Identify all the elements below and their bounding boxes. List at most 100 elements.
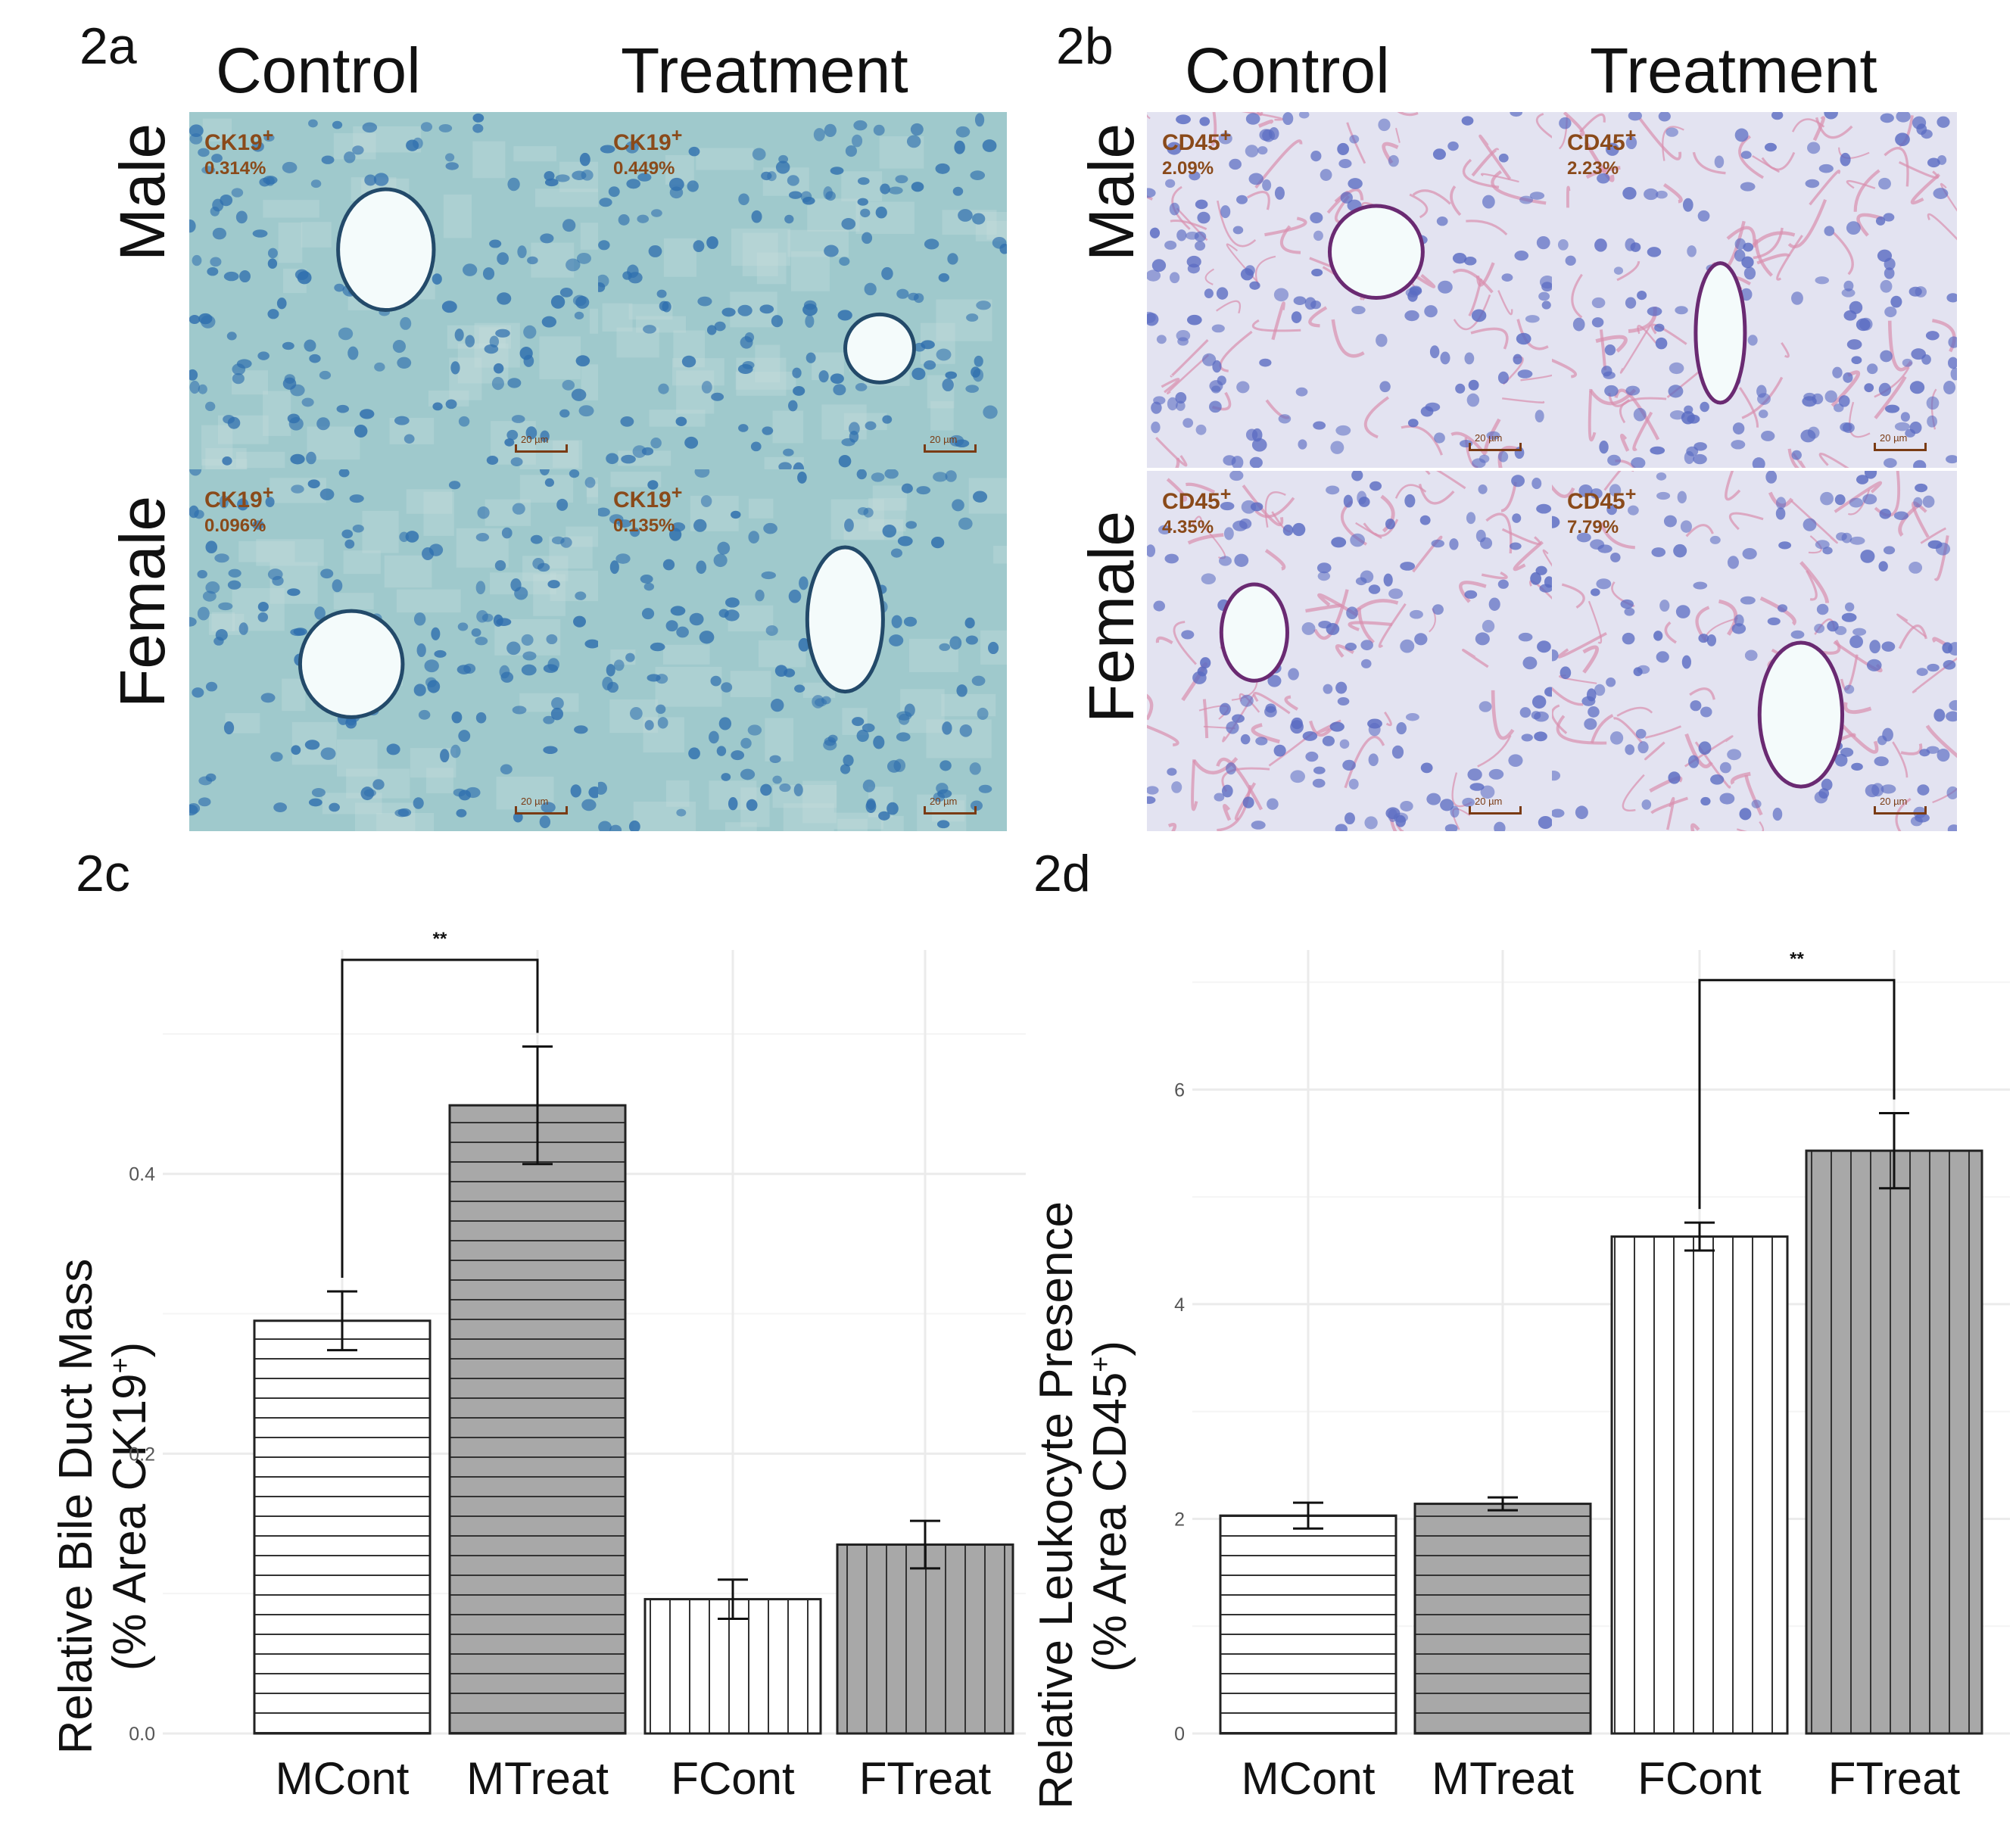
cell-nucleus — [626, 179, 640, 189]
cell-nucleus — [1147, 786, 1159, 795]
cell-nucleus — [889, 634, 904, 646]
cell-nucleus — [1731, 440, 1746, 450]
cell-nucleus — [1385, 519, 1395, 530]
cell-nucleus — [1175, 391, 1187, 404]
cell-nucleus — [232, 372, 245, 385]
cell-nucleus — [550, 294, 566, 309]
cell-nucleus — [1917, 784, 1930, 796]
cd45-stain-trace — [1815, 117, 1853, 139]
cell-nucleus — [1747, 335, 1758, 346]
cell-nucleus — [1552, 649, 1559, 662]
cell-nucleus — [1669, 410, 1685, 420]
cell-nucleus — [1880, 784, 1896, 794]
micrograph-male-control-ck19: CK19+ 0.314% 20 µm — [189, 112, 598, 469]
cell-nucleus — [862, 723, 875, 733]
cd45-stain-trace — [1616, 260, 1641, 282]
cell-nucleus — [1778, 541, 1792, 550]
cell-nucleus — [424, 659, 439, 673]
cell-nucleus — [737, 304, 752, 316]
cell-nucleus — [1211, 385, 1221, 394]
cell-nucleus — [192, 687, 204, 698]
cell-nucleus — [525, 426, 537, 440]
cd45-stain-trace — [1453, 294, 1491, 330]
cell-nucleus — [416, 643, 426, 657]
cell-nucleus — [1694, 442, 1707, 451]
micrograph-female-control-cd45: CD45+ 4.35% 20 µm — [1147, 471, 1552, 831]
cell-nucleus — [1916, 668, 1928, 676]
cell-nucleus — [945, 470, 957, 482]
cell-nucleus — [352, 524, 364, 533]
cell-nucleus — [1464, 590, 1478, 600]
cell-nucleus — [511, 415, 525, 423]
cd45-stain-trace — [1202, 699, 1209, 739]
cell-nucleus — [942, 378, 954, 391]
cell-nucleus — [559, 409, 570, 418]
tissue-texture — [1552, 112, 1957, 468]
cell-nucleus — [319, 488, 335, 500]
cell-nucleus — [959, 724, 973, 737]
cell-nucleus — [282, 341, 294, 350]
cell-nucleus — [942, 721, 952, 735]
cell-nucleus — [1633, 667, 1643, 677]
cell-nucleus — [1245, 145, 1259, 157]
cell-nucleus — [530, 534, 543, 544]
cell-nucleus — [787, 175, 799, 186]
cell-nucleus — [837, 310, 852, 321]
cell-nucleus — [1869, 640, 1880, 654]
cell-nucleus — [1881, 641, 1896, 652]
cell-nucleus — [1771, 112, 1784, 120]
cell-nucleus — [1220, 205, 1231, 219]
cd45-stain-trace — [1846, 180, 1876, 189]
cd45-stain-trace — [1556, 715, 1607, 745]
scale-bar-text: 20 µm — [1475, 432, 1503, 444]
cell-nucleus — [445, 162, 459, 170]
cell-nucleus — [1625, 135, 1637, 150]
vessel-lumen — [1219, 582, 1289, 683]
cell-nucleus — [189, 505, 199, 519]
cell-nucleus — [1201, 353, 1217, 366]
cell-nucleus — [1449, 538, 1459, 550]
cd45-stain-trace — [1582, 645, 1599, 674]
cell-nucleus — [476, 610, 488, 623]
cell-nucleus — [1851, 356, 1862, 365]
cell-nucleus — [1368, 584, 1381, 594]
cell-nucleus — [1909, 562, 1923, 574]
cell-nucleus — [1560, 666, 1572, 680]
cd45-stain-trace — [1684, 733, 1713, 768]
cell-nucleus — [223, 415, 235, 424]
cd45-stain-trace — [1246, 190, 1270, 210]
cell-nucleus — [1655, 190, 1668, 199]
micrograph-female-treatment-ck19: CK19+ 0.135% 20 µm — [598, 469, 1007, 831]
cell-nucleus — [372, 779, 385, 790]
cell-nucleus — [1288, 668, 1299, 681]
cell-nucleus — [891, 615, 902, 628]
cell-nucleus — [1880, 279, 1893, 293]
cell-nucleus — [824, 123, 837, 138]
cell-nucleus — [771, 699, 784, 712]
cell-nucleus — [742, 360, 755, 369]
cd45-stain-trace — [1812, 116, 1825, 142]
cd45-stain-trace — [1155, 636, 1173, 645]
tissue-patch — [783, 803, 834, 831]
cell-nucleus — [475, 637, 488, 646]
cell-nucleus — [1739, 808, 1752, 821]
scale-bar: 20 µm — [1874, 432, 1927, 451]
cell-nucleus — [693, 240, 705, 253]
cell-nucleus — [1475, 632, 1490, 646]
cd45-stain-trace — [1925, 724, 1957, 758]
cell-nucleus — [543, 715, 555, 724]
cell-nucleus — [1744, 649, 1758, 662]
cell-nucleus — [818, 370, 829, 383]
significance-label: ** — [433, 929, 447, 949]
cell-nucleus — [1273, 288, 1289, 302]
tissue-patch — [930, 401, 954, 431]
cell-nucleus — [884, 469, 899, 479]
cell-nucleus — [232, 363, 246, 375]
cell-nucleus — [1841, 612, 1857, 622]
cell-nucleus — [1656, 651, 1669, 663]
cd45-stain-trace — [1264, 491, 1286, 528]
tissue-patch — [580, 223, 598, 250]
cell-nucleus — [1552, 770, 1561, 781]
cell-nucleus — [1447, 141, 1459, 151]
cell-nucleus — [494, 560, 506, 572]
